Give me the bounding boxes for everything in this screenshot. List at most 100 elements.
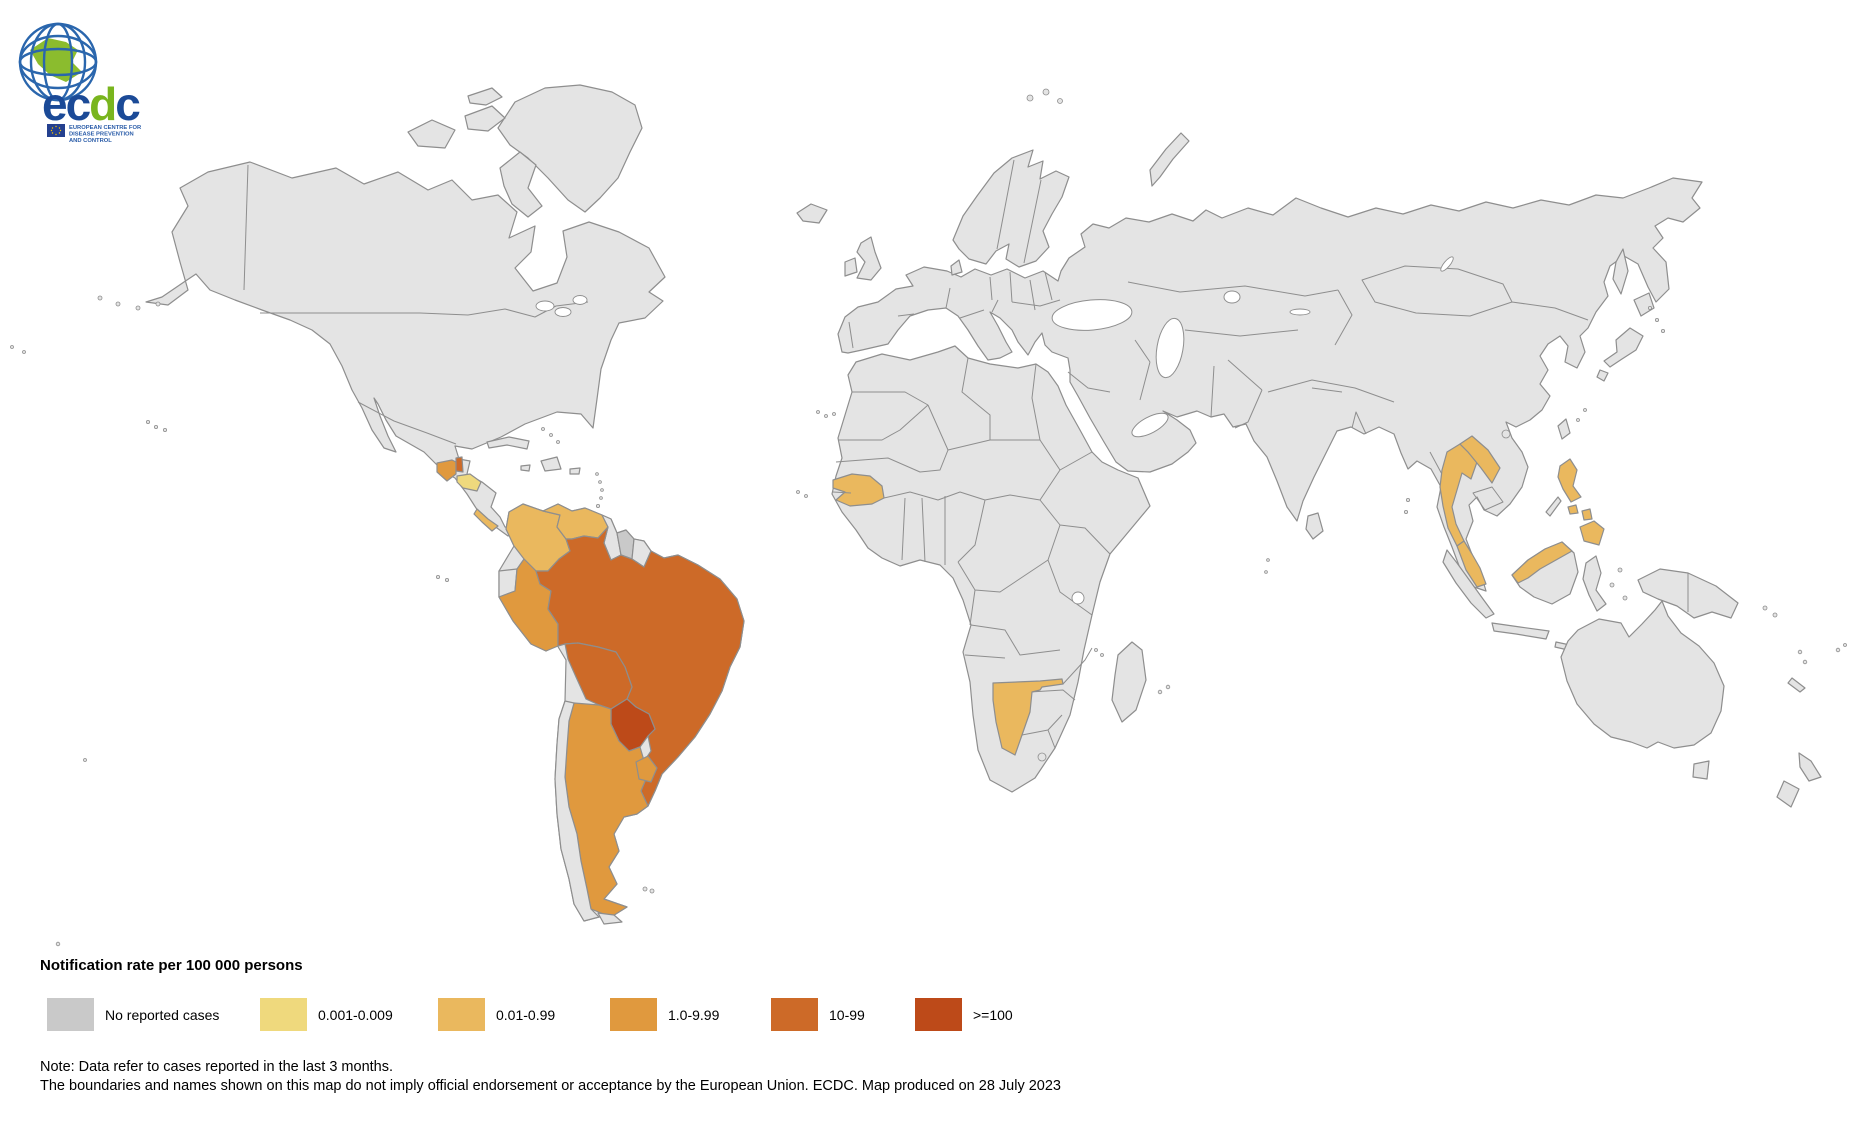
puerto-rico [569, 467, 581, 475]
svalbard-islet [1057, 98, 1063, 104]
bahamas-islet [549, 433, 553, 437]
antilles-islet [595, 472, 599, 476]
japan-kyushu [1596, 369, 1609, 382]
great-lake [535, 300, 555, 312]
sakhalin [1612, 248, 1629, 295]
svalbard-islet [1026, 94, 1034, 102]
antilles-islet [598, 480, 602, 484]
lake-victoria [1071, 591, 1085, 605]
svg-text:AND CONTROL: AND CONTROL [69, 138, 112, 144]
eu-flag-icon [47, 124, 65, 137]
pacific-islet [55, 941, 61, 947]
region-uruguay [635, 755, 658, 783]
legend-item-10-999: 1.0-9.99 [610, 998, 719, 1031]
region-senegal [832, 473, 885, 507]
comoros-islet [1094, 648, 1098, 652]
new-zealand-south [1776, 780, 1800, 808]
sulawesi [1582, 555, 1607, 612]
legend-swatch-no-cases [47, 998, 94, 1031]
asia-borders [1067, 265, 1589, 511]
scandinavia-borders [996, 159, 1042, 264]
sri-lanka [1305, 512, 1324, 540]
us-canada-border [260, 301, 589, 318]
tierra-del-fuego [597, 912, 623, 925]
arctic-island [407, 119, 456, 149]
legend-item-10-99: 10-99 [771, 998, 865, 1031]
mauritius-islet [1157, 689, 1163, 695]
pacific-islet [10, 345, 14, 349]
sumatra [1442, 549, 1495, 619]
falkland-islet [642, 886, 648, 892]
globe-icon [18, 22, 98, 102]
svg-text:DISEASE PREVENTION: DISEASE PREVENTION [69, 132, 134, 138]
legend-swatch-0001-0009 [260, 998, 307, 1031]
region-belize [455, 456, 464, 473]
us-mexico-border [357, 401, 457, 445]
moluccas-islet [1617, 567, 1623, 573]
chile [554, 700, 600, 922]
greenland [497, 84, 643, 213]
canary-islet [824, 414, 828, 418]
continent-africa [796, 345, 1171, 793]
bahamas-islet [541, 427, 545, 431]
trinidad-islet [596, 503, 601, 508]
continent-south-america [435, 503, 745, 925]
great-lake [572, 295, 588, 305]
caribbean [486, 427, 604, 508]
japan-honshu [1603, 327, 1644, 368]
hawaii-islet [153, 424, 158, 429]
ecdc-logo: ecdc EUROPEAN CENTRE FOR DISEASE PREVENT… [18, 22, 142, 144]
reunion-islet [1165, 684, 1171, 690]
region-namibia [992, 678, 1064, 756]
cape-verde-islet [796, 490, 800, 494]
lake-balkhash [1289, 308, 1311, 316]
aral-sea [1223, 290, 1241, 304]
galapagos-islet [444, 578, 449, 583]
legend-swatch-10-99 [771, 998, 818, 1031]
falkland-islet [649, 888, 655, 894]
antilles-islet [600, 488, 604, 492]
galapagos-islet [435, 575, 440, 580]
europe-borders [848, 271, 1061, 349]
central-america-regions [436, 456, 499, 532]
ryukyu-islet [1576, 418, 1580, 422]
tasmania [1692, 760, 1710, 780]
new-zealand-north [1798, 752, 1822, 782]
legend-item-no-cases: No reported cases [47, 998, 219, 1031]
alaska-canada-border [243, 164, 249, 291]
vanuatu-islet [1802, 659, 1808, 665]
hawaii-islet [145, 419, 150, 424]
region-honduras [456, 473, 482, 492]
region-philippines-visayas [1581, 508, 1593, 521]
note-line-1: Note: Data refer to cases reported in th… [40, 1059, 394, 1075]
legend-swatch-10-999 [610, 998, 657, 1031]
region-malaysia-peninsula [1456, 540, 1487, 588]
persian-gulf [1131, 412, 1169, 438]
lesotho [1037, 752, 1047, 762]
region-costa-rica [473, 508, 499, 532]
aleutian-islet [155, 301, 161, 307]
madagascar [1111, 641, 1147, 723]
hawaii-islet [162, 427, 167, 432]
continent-eurasia [796, 88, 1739, 662]
map-notes: Note: Data refer to cases reported in th… [40, 1058, 1061, 1096]
kuril-islet [1655, 317, 1660, 322]
aleutian-islet [115, 301, 121, 307]
legend-title: Notification rate per 100 000 persons [40, 957, 303, 974]
legend-item-gte-100: >=100 [915, 998, 1013, 1031]
arctic-island [467, 87, 503, 106]
gambia-border [832, 491, 852, 494]
cambodia-border [1472, 486, 1504, 511]
jamaica [520, 464, 531, 472]
japan-hokkaido [1633, 292, 1655, 317]
svalbard-islet [1042, 88, 1050, 96]
maldives-islet [1266, 558, 1270, 562]
legend-label: >=100 [973, 1006, 1013, 1023]
moluccas-islet [1609, 582, 1615, 588]
united-kingdom [856, 236, 882, 281]
black-sea [1051, 299, 1133, 331]
continent-north-america [97, 84, 666, 537]
north-america-mainland [145, 161, 666, 537]
